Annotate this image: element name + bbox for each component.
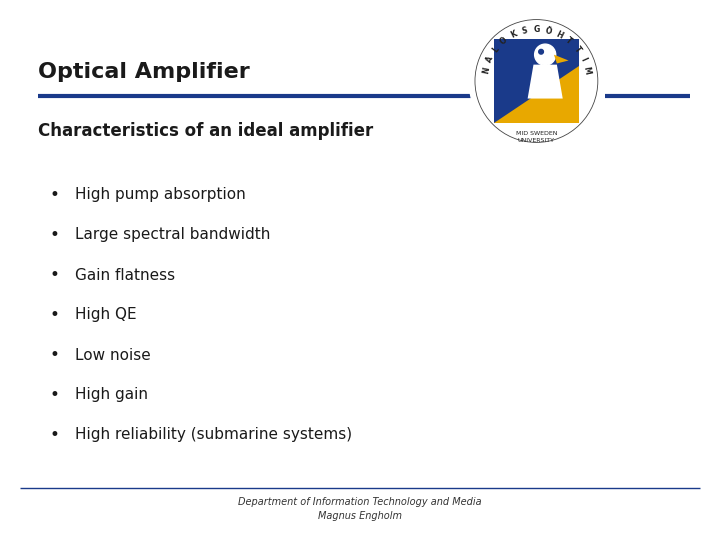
Text: Department of Information Technology and Media: Department of Information Technology and… [238,497,482,507]
Text: Gain flatness: Gain flatness [75,267,175,282]
Text: Low noise: Low noise [75,348,150,362]
Text: High QE: High QE [75,307,137,322]
Text: H: H [554,29,564,40]
Text: •: • [50,226,60,244]
Text: L: L [490,45,500,54]
Text: •: • [50,426,60,444]
Text: S: S [521,26,528,36]
Text: I: I [578,56,588,63]
Text: Optical Amplifier: Optical Amplifier [38,62,250,82]
Text: Large spectral bandwidth: Large spectral bandwidth [75,227,271,242]
Text: N: N [481,66,491,75]
Text: Ö: Ö [544,26,552,36]
Polygon shape [528,65,563,98]
Text: T: T [564,36,574,46]
Text: High gain: High gain [75,388,148,402]
Text: Magnus Engholm: Magnus Engholm [318,511,402,521]
Text: MID SWEDEN: MID SWEDEN [516,131,557,136]
Polygon shape [494,66,579,123]
Text: G: G [534,25,539,34]
Circle shape [469,14,603,148]
Circle shape [539,50,544,54]
Text: T: T [572,45,582,55]
Text: •: • [50,346,60,364]
Text: M: M [582,66,592,76]
Text: UNIVERSITY: UNIVERSITY [518,138,555,143]
Text: •: • [50,266,60,284]
Circle shape [535,44,556,65]
FancyBboxPatch shape [494,39,579,123]
Text: A: A [485,55,495,64]
Text: •: • [50,306,60,324]
Text: K: K [509,30,518,40]
Text: •: • [50,186,60,204]
Polygon shape [554,55,569,63]
Text: Characteristics of an ideal amplifier: Characteristics of an ideal amplifier [38,122,373,140]
Text: High pump absorption: High pump absorption [75,187,246,202]
Text: O: O [498,36,509,46]
Text: High reliability (submarine systems): High reliability (submarine systems) [75,428,352,442]
Text: •: • [50,386,60,404]
